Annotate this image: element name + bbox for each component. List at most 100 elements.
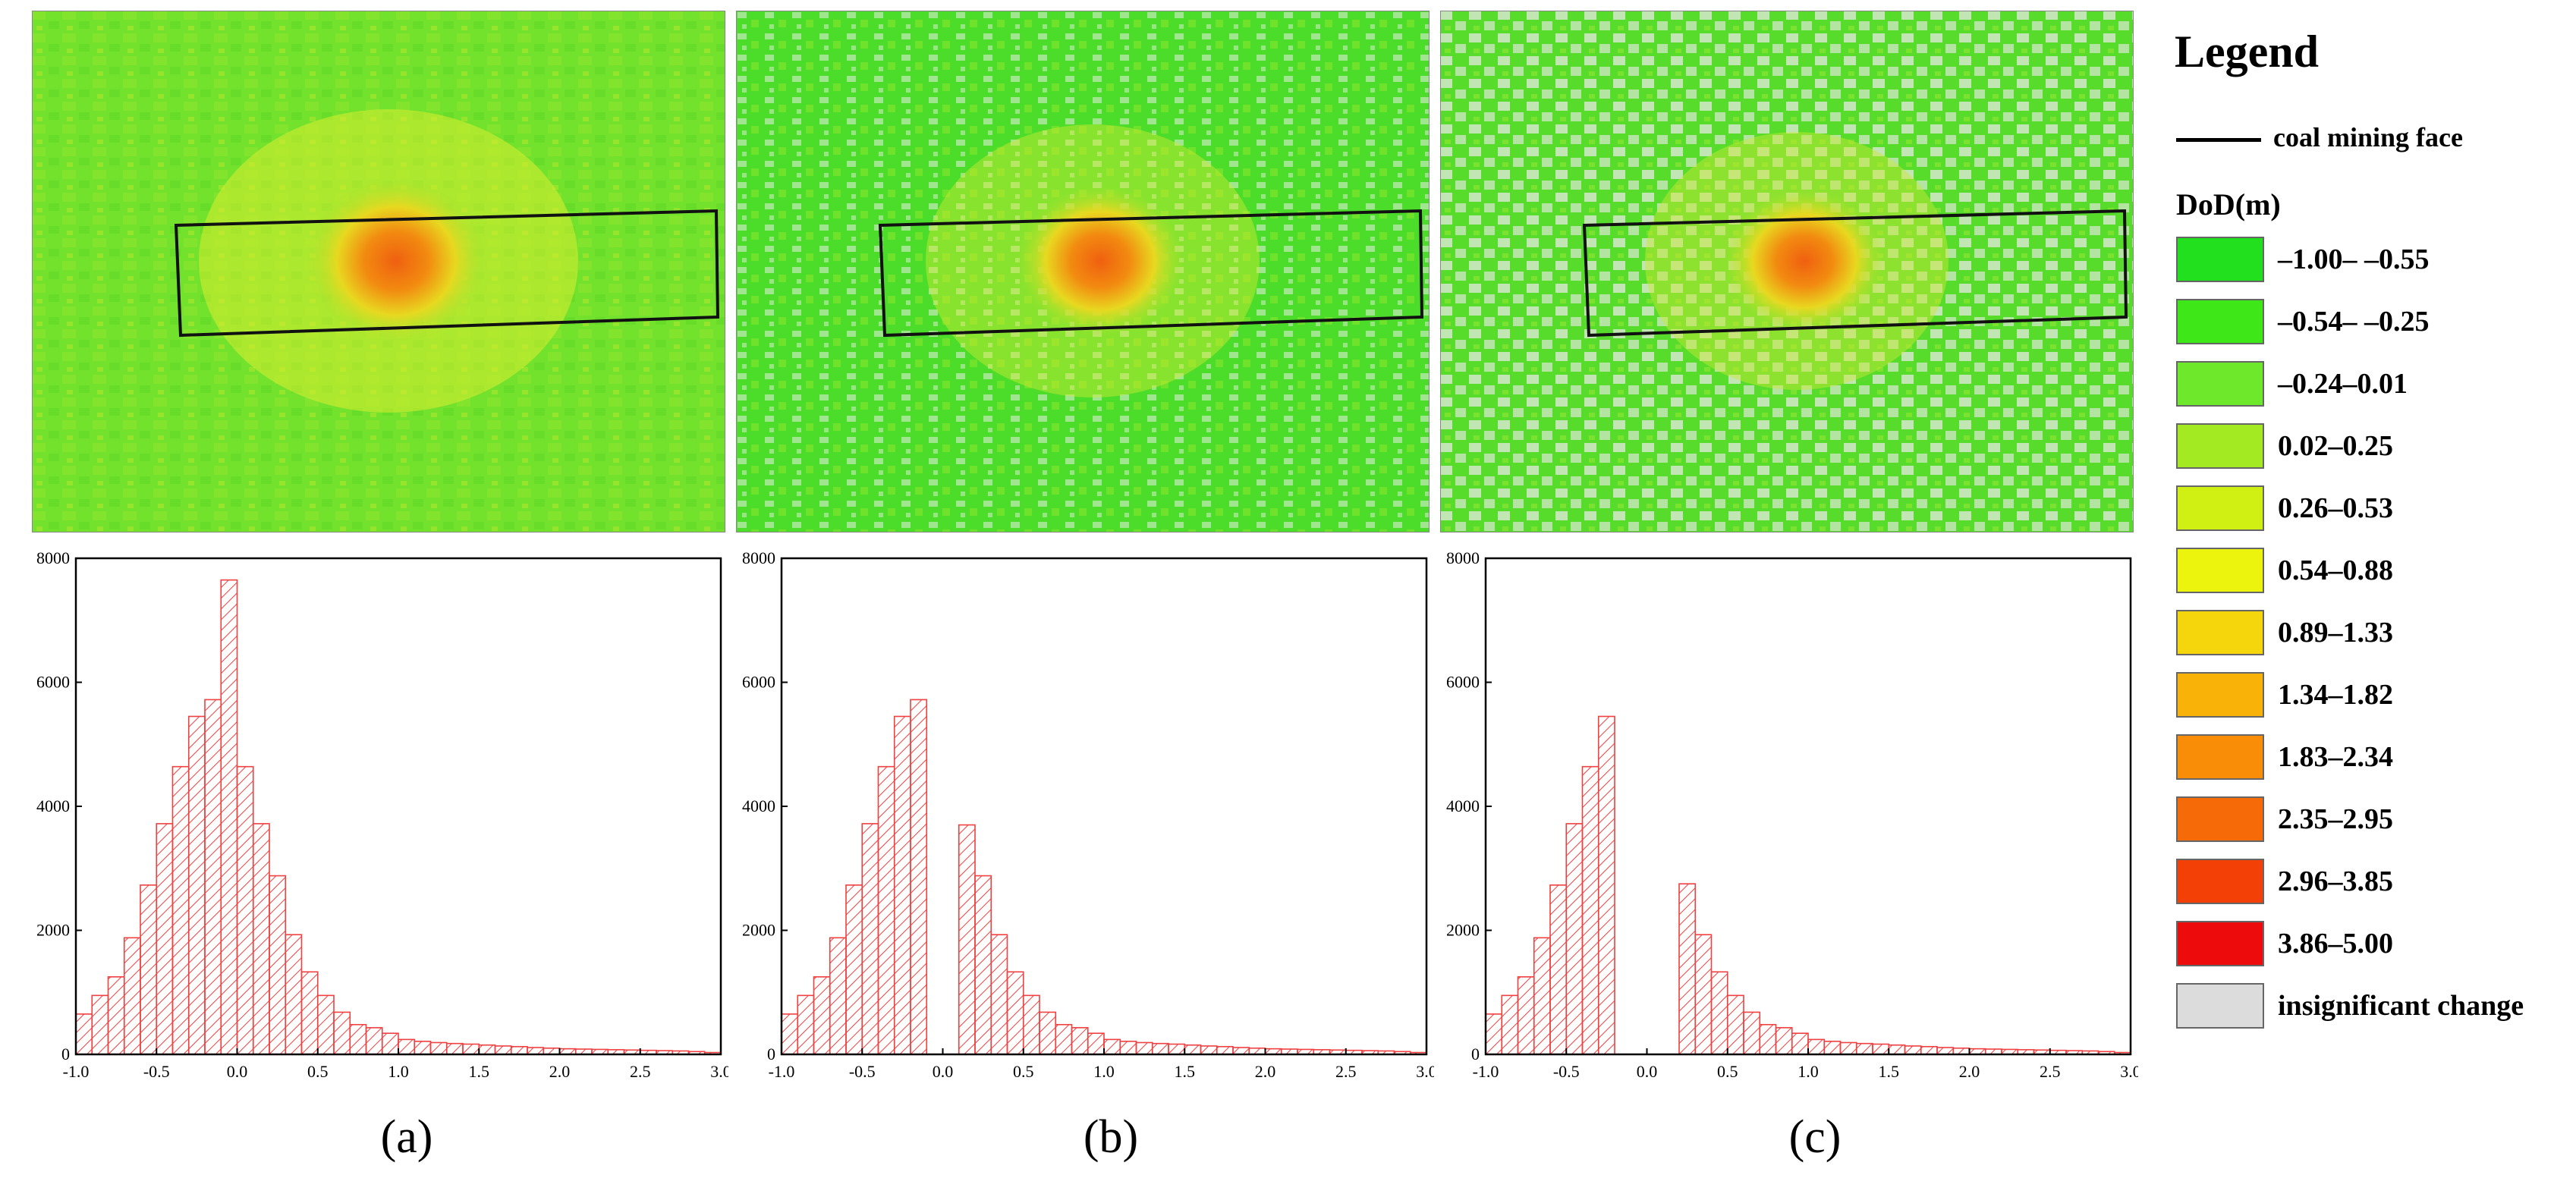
legend-swatch: [2176, 299, 2264, 344]
histogram-bar: [1006, 971, 1024, 1055]
x-tick-label: 1.5: [469, 1062, 490, 1081]
histogram-bar: [1071, 1027, 1089, 1055]
legend-swatch: [2176, 485, 2264, 531]
legend-class-label: 1.34–1.82: [2278, 679, 2393, 711]
legend-class-9: 2.35–2.95: [2176, 796, 2571, 842]
histogram-bar: [1533, 937, 1551, 1055]
histogram-bar: [156, 823, 174, 1055]
x-tick-label: 0.0: [933, 1062, 954, 1081]
legend-class-label: 1.83–2.34: [2278, 741, 2393, 773]
legend-class-label: –1.00– –0.55: [2278, 243, 2430, 275]
legend-class-label: 3.86–5.00: [2278, 928, 2393, 960]
histogram-b: 0 2000 4000 6000 8000 -1.0 -0.5 0.0 0.5 1.0 1.5 2.0…: [742, 548, 1434, 1081]
legend-class-label: –0.24–0.01: [2278, 368, 2408, 400]
histogram-bar: [1103, 1038, 1121, 1055]
legend-swatch: [2176, 672, 2264, 718]
legend-swatch: [2176, 796, 2264, 842]
legend-class-label: 2.35–2.95: [2278, 803, 2393, 835]
x-tick-label: 1.5: [1175, 1062, 1196, 1081]
histogram-bar: [414, 1041, 432, 1055]
histogram-bar: [381, 1032, 399, 1055]
histogram-bar: [1168, 1043, 1186, 1055]
histogram-bar: [1565, 823, 1584, 1055]
caption-c: (c): [1788, 1111, 1842, 1163]
histogram-bar: [429, 1041, 448, 1055]
legend-class-11: 3.86–5.00: [2176, 921, 2571, 966]
histogram-bar: [1920, 1045, 1938, 1055]
y-tick-label: 2000: [742, 921, 775, 940]
legend-class-label: –0.54– –0.25: [2278, 306, 2430, 338]
histogram-bar: [1517, 976, 1535, 1055]
histogram-bar: [349, 1023, 367, 1055]
y-tick-label: 4000: [36, 796, 70, 815]
histogram-bar: [1743, 1011, 1761, 1055]
legend-swatch: [2176, 548, 2264, 593]
x-tick-label: -0.5: [143, 1062, 170, 1081]
histogram-bar: [958, 824, 976, 1055]
histogram-bar: [510, 1045, 528, 1055]
legend-swatch: [2176, 983, 2264, 1029]
map-panel-c: [1440, 11, 2134, 532]
histogram-bar: [1710, 971, 1728, 1055]
histogram-bar: [1581, 765, 1599, 1055]
histogram-bar: [829, 937, 847, 1055]
histogram-bar: [1904, 1045, 1922, 1055]
legend-swatch: [2176, 423, 2264, 469]
histogram-bar: [1791, 1032, 1809, 1055]
histogram-bar: [252, 823, 270, 1055]
histogram-bar: [478, 1044, 496, 1055]
legend-title: Legend: [2175, 27, 2320, 77]
histogram-bar: [316, 994, 335, 1055]
histogram-bar: [1726, 994, 1744, 1055]
histogram-bar: [877, 765, 895, 1055]
histogram-bar: [861, 823, 879, 1055]
histogram-bar: [1775, 1027, 1793, 1055]
y-tick-label: 8000: [1446, 548, 1480, 567]
x-tick-label: 1.0: [1798, 1062, 1819, 1081]
histogram-bar: [1839, 1041, 1857, 1055]
histogram-bar: [1151, 1042, 1169, 1055]
histogram-bar: [123, 937, 141, 1055]
histogram-bar: [893, 715, 911, 1055]
histogram-bar: [797, 994, 815, 1055]
y-tick-label: 0: [1471, 1045, 1480, 1063]
histogram-bar: [365, 1027, 383, 1055]
histogram-bar: [1216, 1045, 1234, 1055]
y-tick-label: 4000: [742, 796, 775, 815]
legend-swatch: [2176, 237, 2264, 282]
caption-b: (b): [1083, 1111, 1139, 1163]
x-tick-label: -0.5: [1553, 1062, 1580, 1081]
coal-mining-face-outline: [878, 209, 1424, 338]
y-tick-label: 8000: [36, 548, 70, 567]
x-tick-label: 1.0: [1093, 1062, 1115, 1081]
legend-class-label: 0.02–0.25: [2278, 430, 2393, 462]
legend-class-4: 0.26–0.53: [2176, 485, 2571, 531]
histogram-bar: [220, 579, 238, 1055]
histogram-bar: [1485, 1013, 1503, 1055]
histogram-bar: [1501, 994, 1519, 1055]
legend-class-label: 0.26–0.53: [2278, 492, 2393, 524]
histogram-bar: [527, 1047, 545, 1055]
coal-mining-face-outline: [174, 209, 720, 338]
x-tick-label: -1.0: [1473, 1062, 1499, 1081]
legend-class-8: 1.83–2.34: [2176, 734, 2571, 780]
histogram-bar: [107, 976, 125, 1055]
histogram-bar: [445, 1042, 464, 1055]
x-tick-label: 3.0: [710, 1062, 728, 1081]
x-tick-label: 0.5: [1717, 1062, 1738, 1081]
histogram-bar: [1022, 994, 1040, 1055]
histogram-bar: [300, 971, 319, 1055]
histogram-bar: [398, 1038, 416, 1055]
histogram-c: 0 2000 4000 6000 8000 -1.0 -0.5 0.0 0.5 1.0 1.5 2.0…: [1446, 548, 2138, 1081]
histogram-bar: [813, 976, 831, 1055]
histogram-bar: [1597, 715, 1615, 1055]
x-tick-label: 3.0: [1416, 1062, 1434, 1081]
histogram-bar: [91, 994, 109, 1055]
coal-mining-face-line-symbol: [2176, 138, 2261, 142]
histogram-bar: [236, 765, 254, 1055]
legend-class-label: 0.54–0.88: [2278, 554, 2393, 586]
legend-swatch: [2176, 734, 2264, 780]
x-tick-label: 2.5: [1335, 1062, 1357, 1081]
histogram-bar: [1678, 883, 1697, 1055]
legend-class-3: 0.02–0.25: [2176, 423, 2571, 469]
